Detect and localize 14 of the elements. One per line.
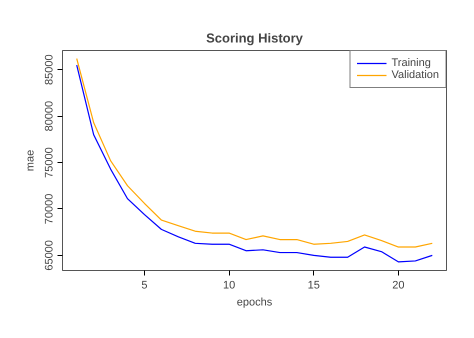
x-tick-label: 20 bbox=[392, 280, 405, 292]
chart-title: Scoring History bbox=[206, 30, 304, 46]
x-tick-label: 15 bbox=[308, 280, 320, 292]
y-axis-title: mae bbox=[24, 150, 36, 172]
y-tick-label: 65000 bbox=[44, 240, 56, 271]
y-tick-label: 80000 bbox=[44, 100, 56, 132]
legend-label: Validation bbox=[392, 69, 439, 81]
y-tick-label: 70000 bbox=[44, 194, 56, 224]
y-tick-label: 75000 bbox=[44, 147, 56, 178]
legend-label: Training bbox=[392, 57, 431, 69]
x-tick-label: 10 bbox=[222, 280, 236, 292]
x-axis-title: epochs bbox=[236, 296, 273, 308]
x-tick-label: 5 bbox=[141, 280, 148, 292]
y-tick-label: 85000 bbox=[44, 54, 56, 86]
